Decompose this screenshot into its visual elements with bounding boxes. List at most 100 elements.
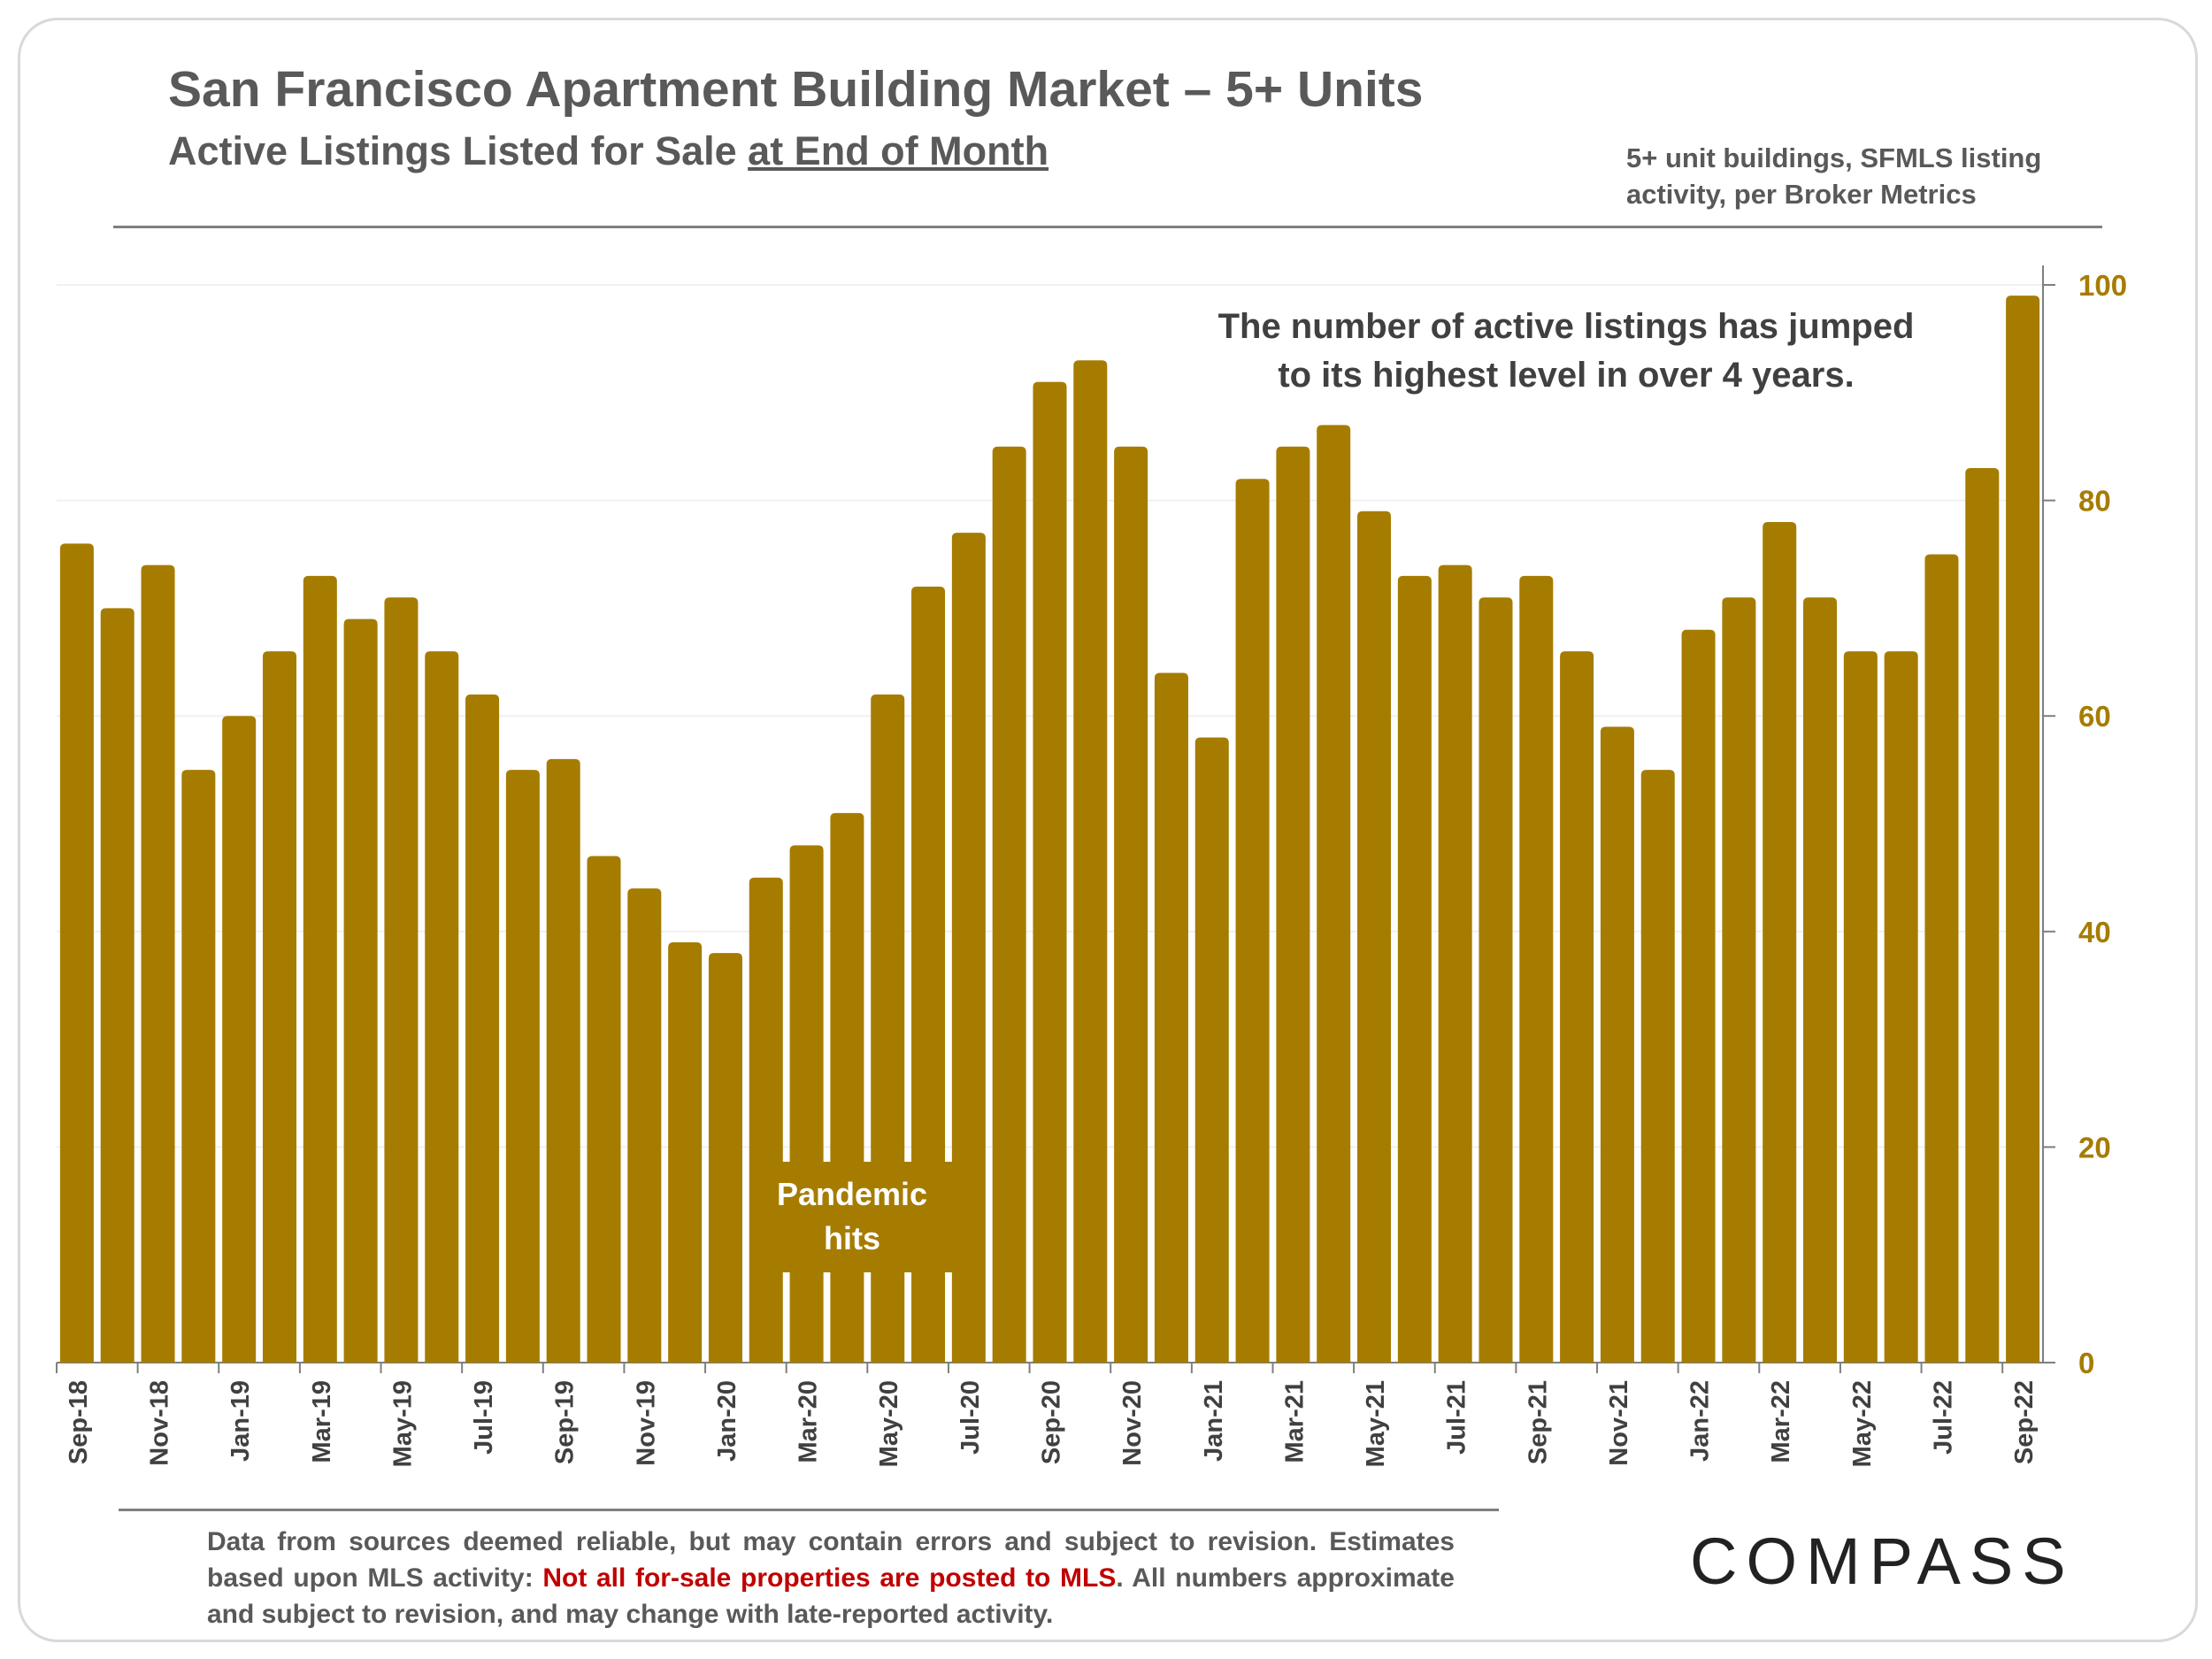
bar-sep-22 <box>2006 296 2040 1363</box>
bar-jan-22 <box>1681 629 1716 1363</box>
bar-mar-21 <box>1276 446 1310 1363</box>
x-tick-label: Jul-21 <box>1443 1380 1471 1455</box>
x-tick-label: Nov-21 <box>1605 1380 1633 1466</box>
x-tick-label: Mar-20 <box>795 1380 823 1463</box>
bar-feb-21 <box>1235 479 1270 1363</box>
bar-jan-21 <box>1194 737 1229 1363</box>
bar-sep-20 <box>1033 381 1067 1363</box>
bar-jan-19 <box>222 716 257 1363</box>
compass-logo: COMPASS <box>1690 1525 2075 1598</box>
bar-mar-22 <box>1763 521 1797 1363</box>
subtitle-prefix: Active Listings Listed for Sale <box>168 128 749 173</box>
bar-aug-21 <box>1479 597 1513 1363</box>
x-tick-label: Jul-22 <box>1929 1380 1957 1455</box>
chart-annotation: The number of active listings has jumped… <box>1177 303 1955 400</box>
x-tick-label: Mar-22 <box>1767 1380 1795 1463</box>
bar-jun-22 <box>1884 651 1918 1363</box>
x-tick-label: May-19 <box>388 1380 417 1467</box>
x-tick-label: Jan-20 <box>713 1380 741 1462</box>
x-tick-label: Sep-21 <box>1524 1380 1552 1464</box>
bar-sep-19 <box>546 758 580 1363</box>
bar-aug-20 <box>992 446 1026 1363</box>
bar-sep-21 <box>1519 575 1554 1363</box>
footer-divider <box>119 1509 1499 1511</box>
source-note: 5+ unit buildings, SFMLS listing activity… <box>1626 140 2041 212</box>
bar-may-19 <box>384 597 419 1363</box>
y-tick-label: 60 <box>2078 700 2111 733</box>
x-tick-label: Mar-19 <box>308 1380 336 1463</box>
x-tick-label: Mar-21 <box>1280 1380 1309 1463</box>
bar-aug-19 <box>505 770 540 1363</box>
x-tick-label: Sep-22 <box>2010 1380 2039 1464</box>
bar-jan-20 <box>708 953 742 1363</box>
x-tick-label: Sep-18 <box>65 1380 93 1464</box>
bar-mar-19 <box>303 575 337 1363</box>
x-tick-label: Jul-20 <box>956 1380 985 1455</box>
bar-feb-22 <box>1722 597 1756 1363</box>
bar-feb-19 <box>262 651 297 1363</box>
bar-oct-21 <box>1560 651 1594 1363</box>
x-tick-label: Jan-21 <box>1200 1380 1228 1462</box>
bar-oct-19 <box>587 856 621 1363</box>
x-tick-label: May-21 <box>1362 1380 1390 1467</box>
x-tick-label: Sep-20 <box>1038 1380 1066 1464</box>
x-tick-label: Jan-19 <box>227 1380 255 1462</box>
x-tick-label: Nov-18 <box>146 1380 174 1466</box>
bar-dec-21 <box>1640 770 1675 1363</box>
bar-jul-19 <box>465 694 500 1363</box>
pandemic-line1: Pandemic <box>776 1176 928 1212</box>
y-tick-label: 80 <box>2078 485 2111 518</box>
bar-aug-22 <box>1965 468 2000 1363</box>
bar-jun-19 <box>425 651 459 1363</box>
bar-sep-18 <box>59 543 94 1363</box>
source-note-line1: 5+ unit buildings, SFMLS listing <box>1626 142 2042 173</box>
chart-subtitle: Active Listings Listed for Sale at End o… <box>168 128 1048 174</box>
bar-jul-21 <box>1438 565 1472 1363</box>
bar-dec-18 <box>181 770 216 1363</box>
pandemic-callout: Pandemic hits <box>750 1162 954 1272</box>
footer-disclaimer: Data from sources deemed reliable, but m… <box>207 1524 1455 1632</box>
x-tick-label: Nov-19 <box>632 1380 660 1466</box>
bar-apr-22 <box>1802 597 1838 1363</box>
bar-dec-20 <box>1154 672 1188 1363</box>
source-note-line2: activity, per Broker Metrics <box>1626 179 1977 210</box>
bar-apr-19 <box>343 618 378 1363</box>
footer-text2: . All numbers approximate and subject to… <box>207 1563 1455 1629</box>
chart-title: San Francisco Apartment Building Market … <box>168 61 1424 118</box>
bar-apr-21 <box>1317 425 1351 1363</box>
bar-nov-18 <box>141 565 175 1363</box>
bar-jul-20 <box>951 533 986 1363</box>
bar-jun-21 <box>1397 575 1432 1363</box>
annotation-line2: to its highest level in over 4 years. <box>1278 356 1855 395</box>
bar-oct-20 <box>1073 360 1108 1363</box>
y-tick-label: 40 <box>2078 916 2111 949</box>
x-tick-label: May-22 <box>1848 1380 1877 1467</box>
x-tick-label: May-20 <box>875 1380 903 1467</box>
x-tick-label: Jan-22 <box>1686 1380 1715 1462</box>
footer-text1: Data from sources deemed reliable, but m… <box>207 1527 1455 1593</box>
y-tick-label: 100 <box>2078 269 2127 302</box>
bar-dec-19 <box>668 941 703 1363</box>
bar-apr-20 <box>830 812 864 1363</box>
footer-red-note: Not all for-sale properties are posted t… <box>542 1563 1117 1593</box>
bar-feb-20 <box>749 877 783 1363</box>
x-tick-label: Jul-19 <box>470 1380 498 1455</box>
bar-nov-20 <box>1114 446 1148 1363</box>
bar-may-22 <box>1843 651 1878 1363</box>
x-tick-label: Nov-20 <box>1118 1380 1147 1466</box>
subtitle-underlined: at End of Month <box>748 128 1049 173</box>
header-divider <box>113 226 2102 228</box>
annotation-line1: The number of active listings has jumped <box>1217 307 1915 346</box>
x-tick-label: Sep-19 <box>551 1380 580 1464</box>
bar-may-21 <box>1357 511 1392 1363</box>
pandemic-line2: hits <box>823 1220 880 1256</box>
bar-jul-22 <box>1924 554 1959 1363</box>
chart-frame <box>18 18 2198 1642</box>
y-tick-label: 20 <box>2078 1131 2111 1164</box>
bar-nov-21 <box>1600 726 1634 1363</box>
bar-mar-20 <box>789 845 824 1363</box>
bar-oct-18 <box>100 608 134 1363</box>
y-tick-label: 0 <box>2078 1347 2094 1379</box>
bar-nov-19 <box>627 888 662 1363</box>
